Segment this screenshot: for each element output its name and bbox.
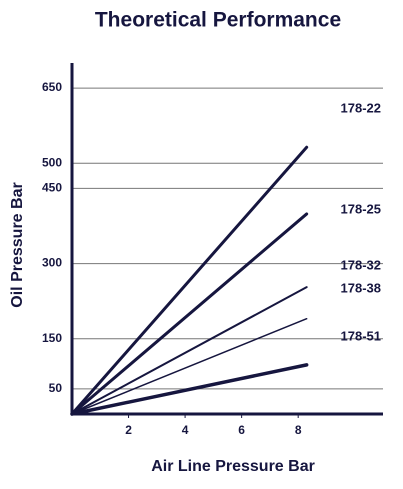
y-tick-label: 450	[42, 181, 62, 195]
data-line	[71, 317, 308, 415]
series-label: 178-38	[341, 280, 381, 295]
x-tick-label: 6	[238, 423, 245, 437]
y-tick-label: 300	[42, 256, 62, 270]
y-tick-label: 150	[42, 331, 62, 345]
y-tick-label: 650	[42, 80, 62, 94]
series-label: 178-32	[341, 257, 381, 272]
series-label: 178-51	[341, 328, 381, 343]
chart-title: Theoretical Performance	[95, 9, 341, 32]
data-line	[70, 363, 309, 416]
data-line	[71, 286, 308, 415]
data-line	[70, 212, 309, 416]
x-tick-label: 8	[295, 423, 302, 437]
x-tick-label: 4	[182, 423, 189, 437]
y-tick-label: 500	[42, 155, 62, 169]
x-tick-label: 2	[125, 423, 132, 437]
data-line	[70, 145, 309, 416]
y-axis-label: Oil Pressure Bar	[9, 182, 26, 307]
series-label: 178-25	[341, 201, 381, 216]
x-axis-label: Air Line Pressure Bar	[151, 458, 315, 475]
y-tick-label: 50	[49, 381, 63, 395]
series-label: 178-22	[341, 100, 381, 115]
